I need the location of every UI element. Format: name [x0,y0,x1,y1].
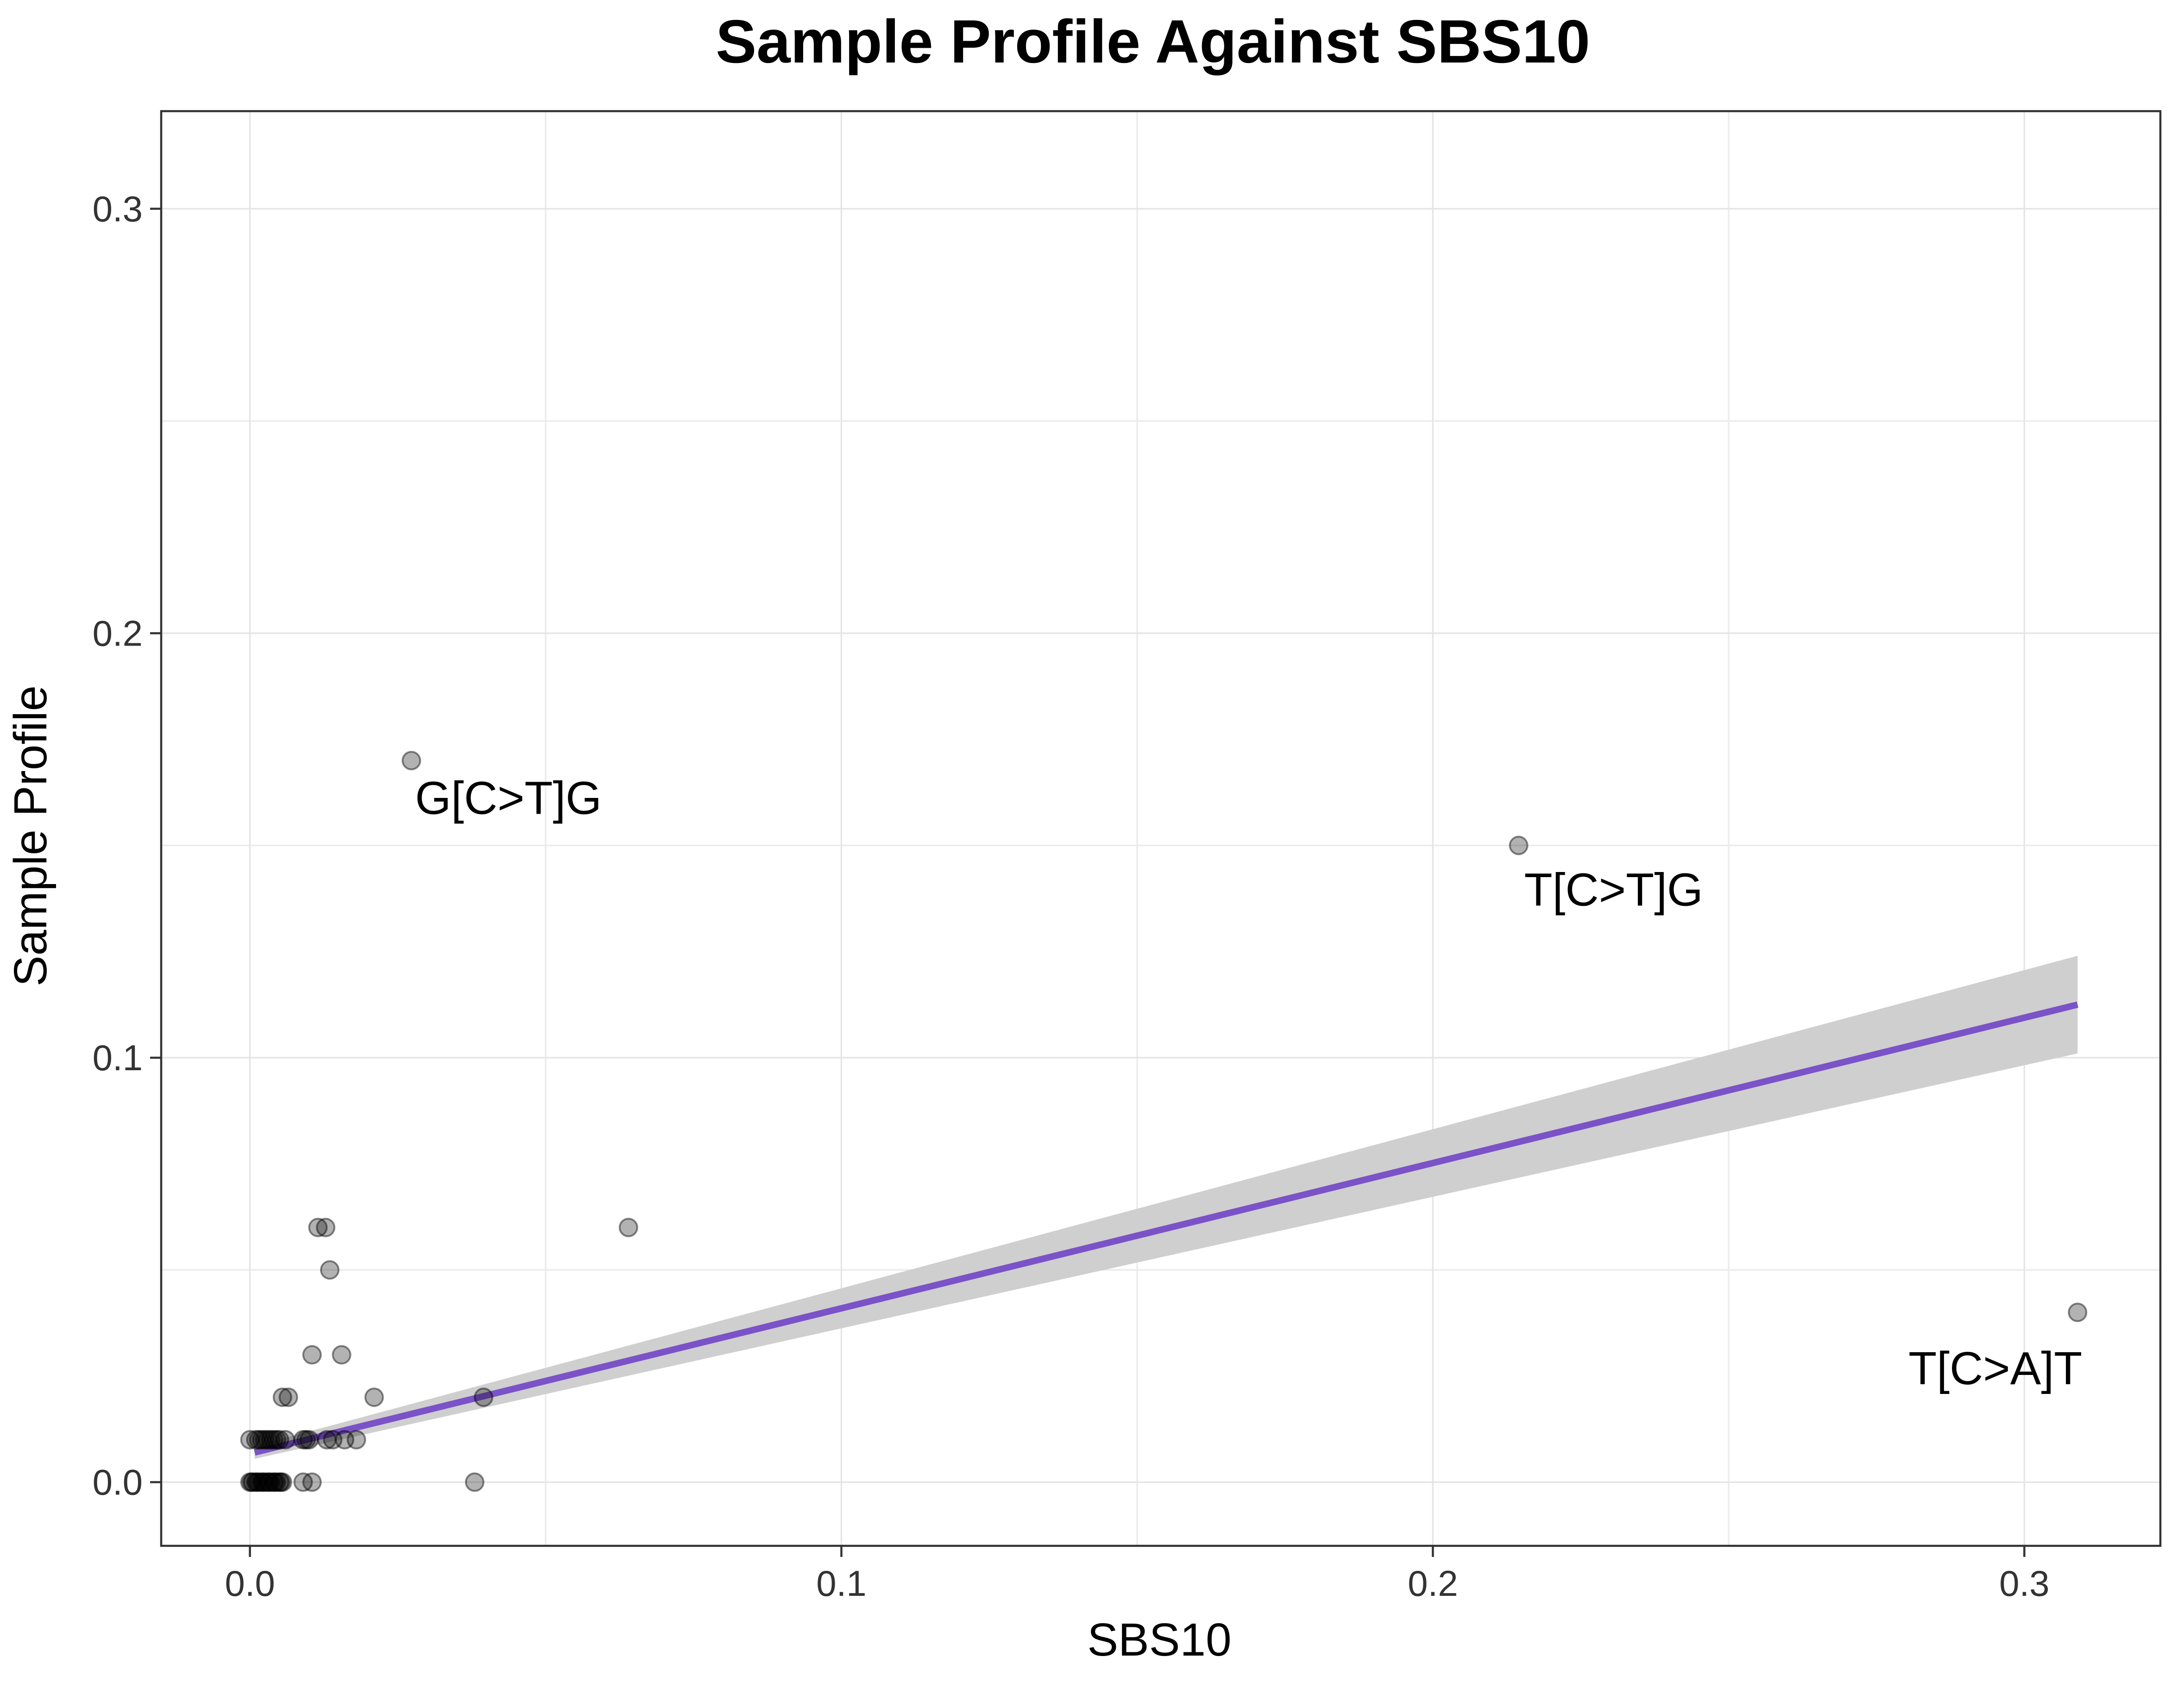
data-point [473,1387,493,1407]
data-point [261,1472,281,1492]
regression-line-layer [254,1001,2078,1456]
x-tick-label: 0.1 [816,1563,866,1604]
data-point [299,1430,319,1450]
data-point [255,1472,275,1492]
x-tick-label: 0.2 [1408,1563,1458,1604]
data-point [402,751,422,771]
data-point [264,1472,283,1492]
regression-line [254,1001,2078,1456]
x-tick-label: 0.0 [225,1563,275,1604]
chart-title: Sample Profile Against SBS10 [716,7,1590,75]
data-point [323,1430,343,1450]
data-point [315,1217,335,1237]
data-point [272,1472,292,1492]
point-label: T[C>A]T [1908,1343,2082,1394]
data-point [296,1430,316,1450]
y-tick-label: 0.3 [93,188,143,229]
data-point [252,1472,272,1492]
data-point [334,1430,354,1450]
data-point [255,1430,275,1450]
data-point [293,1472,313,1492]
data-point [272,1387,292,1407]
x-tick-label: 0.3 [1999,1563,2049,1604]
data-points [240,751,2088,1492]
data-point [317,1430,337,1450]
data-point [265,1472,285,1492]
data-point [465,1472,485,1492]
data-point [293,1430,313,1450]
y-tick-label: 0.2 [93,613,143,653]
grid-lines [161,111,2160,1546]
plot-panel-border [160,110,2162,1547]
data-point [618,1217,638,1237]
data-point [253,1472,273,1492]
data-point [242,1472,262,1492]
x-axis-title: SBS10 [1087,1614,1231,1666]
data-point [346,1430,366,1450]
data-point [252,1430,272,1450]
data-point [249,1472,269,1492]
data-point [246,1430,266,1450]
data-point [264,1430,283,1450]
y-tick-label: 0.1 [93,1037,143,1078]
data-point [258,1430,277,1450]
data-point [276,1430,296,1450]
data-point [302,1472,322,1492]
data-point [320,1260,340,1280]
data-point [332,1345,352,1365]
data-point [267,1472,286,1492]
data-point [1509,835,1529,855]
point-label: T[C>T]G [1524,864,1703,916]
data-point [246,1472,266,1492]
point-label: G[C>T]G [415,772,602,824]
data-point [240,1430,260,1450]
data-point [270,1430,290,1450]
data-point [2068,1302,2088,1322]
confidence-band [254,955,2078,1459]
data-point [271,1472,290,1492]
y-tick-label: 0.0 [93,1462,143,1503]
data-point [258,1472,277,1492]
data-point [364,1387,384,1407]
data-point [243,1472,263,1492]
data-point [308,1217,328,1237]
y-axis-title: Sample Profile [5,685,57,986]
point-annotations: G[C>T]G T[C>T]G T[C>A]T [415,772,2082,1394]
data-point [261,1430,281,1450]
axes: 0.0 0.1 0.2 0.3 0.0 0.1 0.2 0.3 [93,188,2050,1604]
data-point [249,1430,269,1450]
data-point [267,1430,286,1450]
data-point [270,1472,290,1492]
data-point [259,1472,279,1492]
data-point [302,1345,322,1365]
data-point [247,1472,267,1492]
data-point [278,1387,298,1407]
confidence-band-layer [254,955,2078,1459]
data-point [240,1472,260,1492]
